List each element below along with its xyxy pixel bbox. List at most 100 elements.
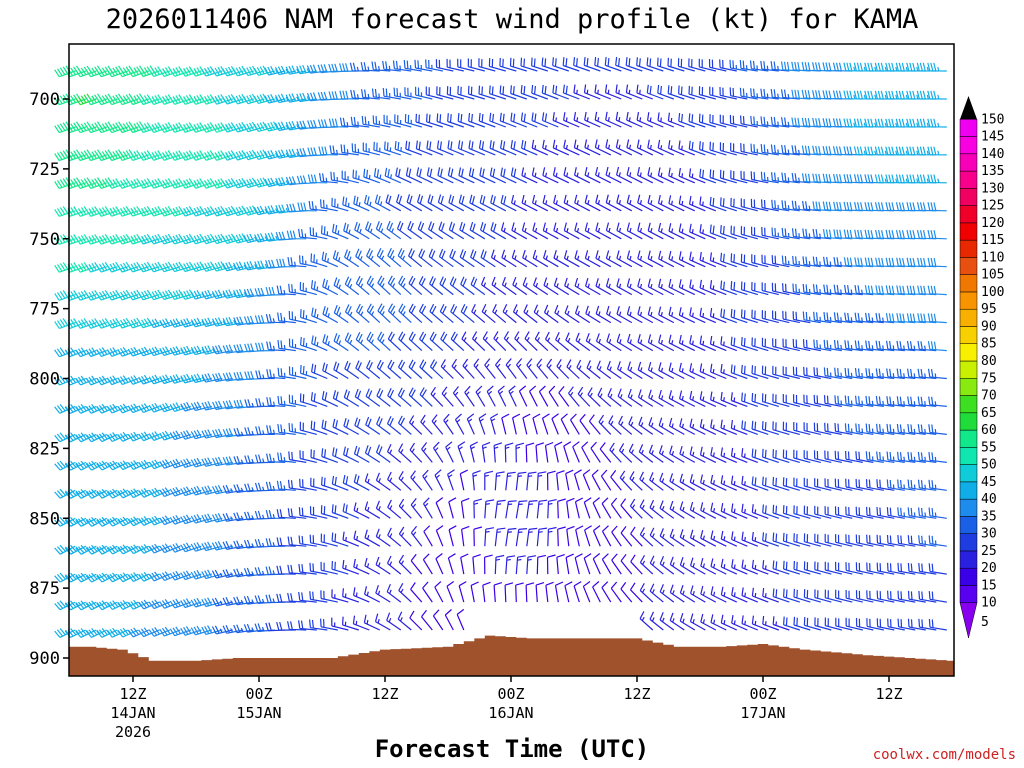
wind-barb <box>781 200 800 212</box>
wind-barb <box>180 542 202 553</box>
wind-barb <box>320 618 338 631</box>
wind-barb <box>435 553 444 575</box>
wind-barb <box>579 413 591 435</box>
wind-barb <box>591 469 601 491</box>
wind-barb <box>148 374 170 385</box>
wind-barb <box>296 147 317 158</box>
wind-barb <box>761 393 779 407</box>
wind-barb <box>233 288 254 299</box>
wind-barb <box>414 59 433 72</box>
wind-barb <box>781 227 800 240</box>
wind-barb <box>616 194 633 212</box>
wind-barb <box>770 61 790 72</box>
wind-barb <box>730 142 748 156</box>
y-tick-label: 800 <box>29 370 60 390</box>
wind-barb <box>516 358 528 379</box>
wind-barb <box>515 555 526 575</box>
wind-barb <box>584 194 601 212</box>
wind-barb <box>845 478 863 491</box>
wind-barb <box>709 169 727 184</box>
wind-barb <box>287 479 307 491</box>
wind-barb <box>387 499 402 519</box>
wind-barb <box>649 583 664 603</box>
wind-barb <box>488 58 506 72</box>
wind-barb <box>574 553 583 575</box>
colorbar-swatch <box>959 533 978 552</box>
wind-barb <box>688 113 706 128</box>
wind-barb <box>309 506 328 519</box>
wind-barb <box>310 420 328 435</box>
wind-barb <box>824 617 842 631</box>
wind-barb <box>823 284 842 296</box>
wind-barb <box>421 609 433 631</box>
wind-barb <box>700 557 717 575</box>
wind-barb <box>386 612 402 631</box>
wind-barb <box>233 512 254 522</box>
wind-barb <box>306 92 328 102</box>
wind-barb <box>276 509 296 519</box>
wind-barb <box>353 587 370 603</box>
wind-barb <box>896 340 916 352</box>
wind-barb <box>864 229 884 240</box>
wind-barb <box>649 499 664 519</box>
wind-barb <box>459 221 475 240</box>
wind-barb <box>866 506 884 519</box>
wind-barb <box>812 90 832 100</box>
wind-barb <box>211 289 233 300</box>
wind-barb <box>387 471 402 491</box>
wind-barb <box>865 312 884 324</box>
wind-barb <box>298 507 317 519</box>
wind-barb <box>907 424 926 435</box>
wind-barb <box>669 445 685 463</box>
wind-barb <box>505 555 516 575</box>
wind-barb <box>505 471 516 491</box>
wind-barb <box>647 167 664 184</box>
wind-barb <box>875 285 895 296</box>
wind-barb <box>365 221 381 240</box>
wind-barb <box>418 276 433 296</box>
wind-barb <box>233 455 254 465</box>
wind-barb <box>497 385 507 407</box>
wind-barb <box>548 385 559 407</box>
wind-barb <box>457 140 475 156</box>
wind-barb <box>376 416 391 435</box>
wind-barb <box>429 303 444 324</box>
wind-barb <box>190 261 212 272</box>
wind-barb <box>875 257 895 268</box>
wind-barb <box>331 475 349 491</box>
wind-barb <box>274 149 296 159</box>
wind-barb <box>493 582 503 603</box>
wind-barb <box>159 289 181 301</box>
wind-barb <box>492 304 507 324</box>
wind-barb <box>354 221 370 240</box>
wind-barb <box>384 141 401 156</box>
wind-barb <box>180 318 202 328</box>
wind-barb <box>364 586 381 603</box>
wind-barb <box>897 451 916 463</box>
wind-barb <box>512 276 528 296</box>
wind-barb <box>365 416 381 435</box>
wind-barb <box>408 331 423 352</box>
wind-barb <box>366 360 381 379</box>
wind-barb <box>772 588 790 603</box>
wind-barb <box>330 171 349 184</box>
wind-barb <box>803 394 821 407</box>
wind-barb <box>169 402 191 412</box>
wind-barb <box>605 194 622 212</box>
wind-barb <box>222 372 244 382</box>
wind-barb <box>814 505 832 519</box>
wind-barb <box>352 615 370 631</box>
wind-barb <box>678 195 696 212</box>
wind-barb <box>211 513 233 523</box>
wind-barb <box>864 202 884 212</box>
wind-barb <box>625 84 643 100</box>
wind-barb <box>222 597 244 606</box>
wind-barb <box>749 60 769 72</box>
wind-barb <box>434 581 444 603</box>
wind-barb <box>895 202 916 212</box>
wind-barb <box>397 359 412 379</box>
wind-barb <box>793 394 811 407</box>
wind-barb <box>678 251 696 268</box>
wind-barb <box>211 65 233 77</box>
